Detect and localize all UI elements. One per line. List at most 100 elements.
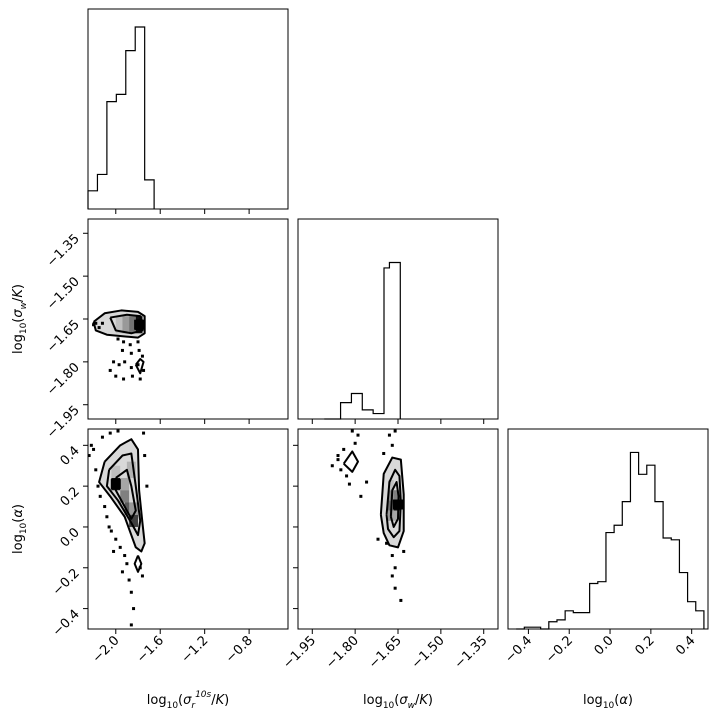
sample-point bbox=[109, 529, 113, 533]
density-cell bbox=[115, 316, 123, 334]
sample-point bbox=[356, 433, 360, 437]
y-axis-label-a: log10(α) bbox=[11, 504, 29, 554]
x-tick-label: −1.50 bbox=[409, 633, 448, 672]
panel-frame bbox=[87, 428, 289, 630]
sample-point bbox=[336, 454, 340, 458]
sample-point bbox=[136, 363, 140, 367]
sample-point bbox=[108, 368, 112, 372]
sample-point bbox=[347, 482, 351, 486]
sample-point bbox=[103, 505, 107, 509]
contour-line bbox=[92, 309, 146, 339]
contour-line bbox=[389, 481, 400, 528]
x-tick-label: −0.4 bbox=[502, 633, 535, 666]
sample-point bbox=[138, 377, 142, 381]
y-tick-label: −1.95 bbox=[44, 403, 83, 442]
density-cell bbox=[393, 490, 400, 501]
sample-point bbox=[140, 574, 144, 578]
sample-point bbox=[100, 435, 104, 439]
y-tick-label: 0.2 bbox=[58, 484, 83, 509]
sample-point bbox=[117, 363, 121, 367]
sample-point bbox=[130, 374, 134, 378]
x-axis-label-s: log10(σr10s/K) bbox=[147, 690, 229, 711]
sample-point bbox=[142, 368, 146, 372]
sample-point bbox=[376, 537, 380, 541]
sample-point bbox=[330, 464, 334, 468]
sample-point bbox=[393, 566, 397, 570]
histogram-w bbox=[324, 261, 401, 420]
sample-point bbox=[88, 454, 91, 458]
sample-point bbox=[128, 343, 132, 347]
sample-point bbox=[385, 541, 389, 545]
panel-frame bbox=[297, 218, 499, 420]
contour-line bbox=[134, 319, 144, 330]
sample-point bbox=[116, 337, 120, 341]
x-tick-label: −1.65 bbox=[366, 633, 405, 672]
sample-point bbox=[390, 574, 394, 578]
sample-point bbox=[123, 360, 127, 364]
sample-point bbox=[125, 562, 129, 566]
y-tick-label: −0.4 bbox=[50, 607, 83, 640]
x-axis-label-w: log10(σw/K) bbox=[363, 693, 433, 711]
sample-point bbox=[390, 443, 394, 447]
density-cell bbox=[120, 490, 130, 503]
density-mode bbox=[134, 319, 145, 330]
sample-point bbox=[92, 447, 96, 451]
x-tick-label: −1.2 bbox=[179, 633, 212, 666]
y-tick-label: −0.2 bbox=[50, 566, 83, 599]
sample-point bbox=[97, 326, 101, 330]
density-cell bbox=[126, 461, 136, 478]
sample-point bbox=[122, 340, 126, 344]
density-cell bbox=[111, 465, 121, 478]
sample-point bbox=[94, 468, 98, 472]
sample-point bbox=[96, 484, 100, 488]
sample-point bbox=[129, 623, 133, 627]
sample-point bbox=[129, 366, 133, 370]
x-tick-label: −1.95 bbox=[280, 633, 319, 672]
density-panel-w_vs_s bbox=[92, 309, 146, 381]
histogram-step-w bbox=[324, 261, 401, 420]
contour-line bbox=[134, 358, 145, 375]
histogram-s bbox=[87, 26, 155, 209]
y-tick-label: −1.65 bbox=[44, 317, 83, 356]
x-tick-label: −1.6 bbox=[134, 633, 167, 666]
sample-point bbox=[114, 537, 118, 541]
y-tick-label: 0.0 bbox=[58, 525, 83, 550]
x-tick-label: 0.2 bbox=[632, 633, 657, 658]
sample-point bbox=[116, 429, 120, 433]
sample-point bbox=[142, 431, 146, 435]
density-cell bbox=[120, 477, 130, 491]
contour-line bbox=[133, 555, 143, 573]
sample-point bbox=[129, 590, 133, 594]
contour-line bbox=[114, 468, 137, 520]
x-tick-label: 0.4 bbox=[673, 633, 698, 658]
sample-point bbox=[112, 549, 116, 553]
sample-point bbox=[132, 607, 136, 611]
density-cell bbox=[122, 316, 130, 334]
y-tick-label: −1.35 bbox=[44, 232, 83, 271]
x-tick-label: 0.0 bbox=[592, 633, 617, 658]
density-panel-a_vs_s bbox=[88, 429, 149, 627]
sample-point bbox=[118, 545, 122, 549]
histogram-a bbox=[516, 451, 705, 630]
x-tick-label: −2.0 bbox=[90, 633, 123, 666]
sample-point bbox=[365, 480, 369, 484]
panel-frame bbox=[507, 428, 709, 630]
sample-point bbox=[382, 451, 386, 455]
sample-point bbox=[127, 578, 131, 582]
panel-frame bbox=[87, 8, 289, 210]
density-cell bbox=[388, 490, 394, 501]
sample-point bbox=[98, 494, 102, 498]
sample-point bbox=[94, 321, 98, 325]
sample-point bbox=[112, 360, 116, 364]
sample-point bbox=[345, 474, 349, 478]
x-tick-label: −1.35 bbox=[452, 633, 491, 672]
sample-point bbox=[107, 525, 111, 529]
sample-point bbox=[120, 348, 124, 352]
density-cell bbox=[129, 514, 138, 527]
x-tick-label: −0.8 bbox=[223, 633, 256, 666]
x-axis-label-a: log10(α) bbox=[583, 693, 633, 711]
sample-point bbox=[393, 429, 397, 433]
sample-point bbox=[140, 354, 144, 358]
x-tick-label: −1.80 bbox=[323, 633, 362, 672]
